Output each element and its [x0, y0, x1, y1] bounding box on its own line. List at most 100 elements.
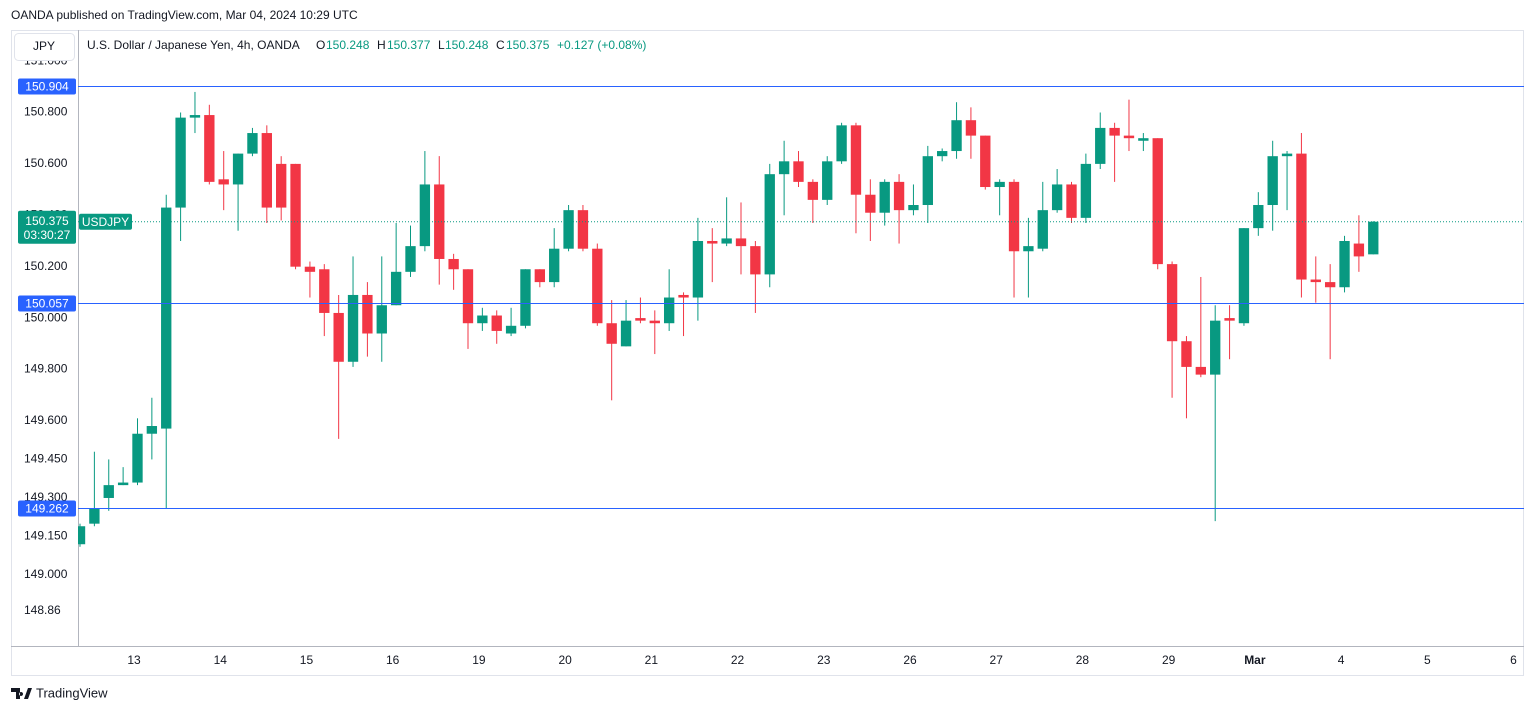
candle-body — [505, 325, 517, 334]
candle-body — [592, 248, 603, 324]
candle-body — [937, 151, 948, 157]
legend-value: 150.377 — [387, 38, 431, 52]
candle-body — [994, 181, 1005, 188]
candle-body — [232, 153, 244, 185]
brand-name: TradingView — [36, 685, 108, 700]
x-tick-label: 5 — [1424, 653, 1431, 667]
y-tick-label: 149.150 — [24, 529, 68, 543]
y-tick-label: 149.600 — [24, 413, 68, 427]
candle-body — [175, 117, 186, 208]
level-label: 150.057 — [25, 297, 69, 311]
x-tick-label: 29 — [1162, 653, 1176, 667]
y-tick-label: 150.600 — [24, 156, 68, 170]
axes: 151.000150.800150.600150.400150.200150.0… — [24, 53, 1517, 667]
legend-title: U.S. Dollar / Japanese Yen, 4h, OANDA — [87, 38, 300, 52]
currency-button[interactable] — [14, 33, 75, 61]
candle-body — [1224, 318, 1235, 321]
candle-body — [1152, 138, 1163, 265]
y-tick-label: 149.450 — [24, 452, 68, 466]
legend-prefix: H — [377, 38, 386, 52]
x-tick-label: Mar — [1244, 653, 1266, 667]
candle-body — [1181, 341, 1192, 367]
legend-prefix: L — [438, 38, 445, 52]
candle-body — [1324, 282, 1336, 288]
candle-body — [290, 163, 301, 267]
last-price-box — [18, 210, 76, 244]
candle-body — [577, 210, 589, 249]
countdown-label: 03:30:27 — [24, 228, 71, 242]
candle-body — [347, 294, 359, 362]
candle-body — [390, 271, 402, 306]
candle-body — [89, 508, 100, 524]
candle-body — [1310, 279, 1321, 283]
symbol-label: USDJPY — [82, 215, 129, 229]
x-tick-label: 27 — [990, 653, 1004, 667]
overlay: JPY U.S. Dollar / Japanese Yen, 4h, OAND… — [14, 33, 646, 517]
candle-body — [1051, 184, 1063, 211]
candle-body — [333, 312, 344, 362]
x-tick-label: 6 — [1510, 653, 1517, 667]
x-tick-label: 4 — [1338, 653, 1345, 667]
y-tick-label: 150.800 — [24, 105, 68, 119]
candle-body — [534, 269, 546, 283]
x-tick-label: 14 — [214, 653, 228, 667]
level-label: 149.262 — [25, 502, 69, 516]
candle-body — [1210, 320, 1221, 375]
candle-body — [549, 248, 560, 283]
candle-body — [1166, 264, 1178, 342]
candle-body — [635, 318, 646, 321]
brand-logo — [11, 688, 32, 699]
candle-body — [707, 240, 718, 244]
currency-button-label[interactable]: JPY — [33, 39, 55, 53]
candle-body — [1267, 156, 1278, 206]
candle-body — [850, 125, 862, 195]
candle-body — [276, 163, 287, 208]
candle-body — [1253, 205, 1264, 229]
candle-body — [778, 161, 790, 175]
candle-body — [793, 161, 804, 182]
candle-body — [663, 297, 675, 324]
candle-body — [419, 184, 431, 247]
candle-body — [678, 294, 689, 298]
candle-body — [161, 207, 172, 429]
candle-body — [951, 120, 962, 152]
candle-body — [362, 294, 373, 334]
x-tick-label: 13 — [127, 653, 141, 667]
candle-body — [1037, 210, 1048, 249]
candle-body — [980, 135, 991, 188]
candle-body — [304, 266, 316, 272]
candle-body — [1368, 221, 1379, 255]
x-tick-label: 26 — [903, 653, 917, 667]
legend-prefix: C — [496, 38, 505, 52]
x-tick-label: 28 — [1076, 653, 1090, 667]
logo-icon — [11, 688, 32, 699]
candle-body — [434, 184, 445, 259]
candle-body — [1195, 366, 1207, 375]
candle-body — [606, 323, 617, 344]
x-tick-label: 21 — [645, 653, 659, 667]
candle-body — [319, 269, 330, 313]
candle-body — [477, 315, 488, 324]
candle-body — [520, 269, 531, 326]
symbol-box — [79, 213, 132, 230]
plot-area — [78, 86, 1524, 547]
candle-body — [1008, 181, 1020, 252]
x-tick-label: 20 — [558, 653, 572, 667]
level-label-box — [18, 295, 76, 312]
chart-frame — [11, 30, 1524, 676]
candle-body — [1109, 127, 1120, 136]
candle-body — [1023, 246, 1034, 252]
level-label-box — [18, 500, 76, 517]
candle-body — [491, 315, 502, 331]
candle-body — [908, 205, 919, 211]
candle-body — [735, 238, 747, 247]
candle-body — [1339, 240, 1350, 288]
candle-body — [1066, 184, 1077, 218]
candle-body — [1238, 228, 1250, 324]
candle-body — [1138, 138, 1149, 141]
legend-change: +0.127 (+0.08%) — [557, 38, 646, 52]
candle-body — [376, 305, 387, 334]
candle-body — [1080, 163, 1092, 218]
published-note: OANDA published on TradingView.com, Mar … — [11, 8, 358, 22]
